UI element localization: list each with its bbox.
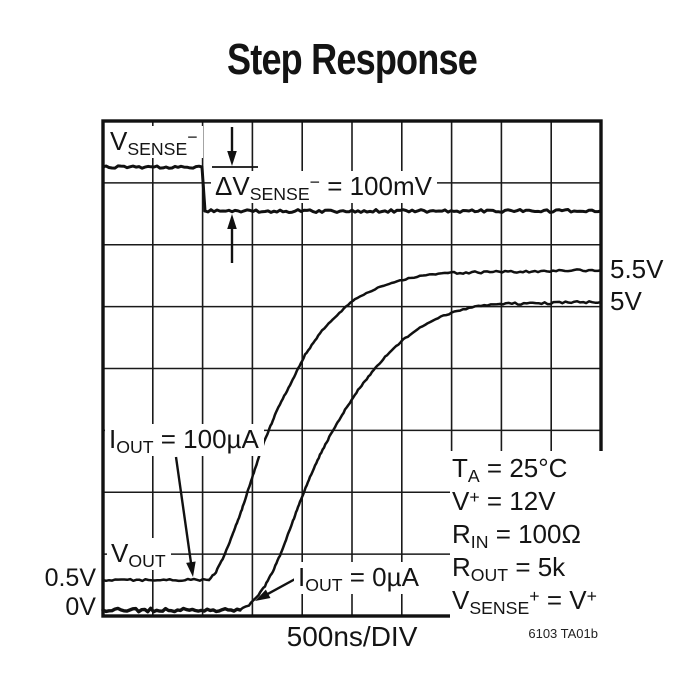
condition-rin: RIN = 100Ω <box>452 519 581 553</box>
delta-vsense-annotation: ΔVSENSE− = 100mV <box>211 171 437 204</box>
plot-border <box>101 119 603 618</box>
y-level-label-5v: 5V <box>610 286 642 316</box>
trace-vout_iout_0uA <box>101 300 603 614</box>
condition-vsense-plus: VSENSE+ = V+ <box>452 585 597 619</box>
y-level-label-5p5v: 5.5V <box>610 254 664 284</box>
y-level-label-0p5v: 0.5V <box>44 564 96 592</box>
chart-title: Step Response <box>227 35 478 84</box>
delta-up-arrow <box>227 214 237 263</box>
condition-ta: TA = 25°C <box>452 453 568 487</box>
y-level-label-0v: 0V <box>65 593 96 621</box>
vout-trace-label: VOUT <box>107 538 171 571</box>
vsense-trace-label: VSENSE− <box>106 126 203 159</box>
measurement-annotations <box>174 127 298 601</box>
test-conditions-block: TA = 25°C V+ = 12V RIN = 100Ω ROUT = 5k … <box>450 451 605 622</box>
iout-100ua-label: IOUT = 100µA <box>105 424 264 457</box>
figure-reference-code: 6103 TA01b <box>528 626 598 641</box>
condition-rout: ROUT = 5k <box>452 552 566 586</box>
x-axis-scale-label: 500ns/DIV <box>286 621 418 652</box>
graticule-grid <box>103 121 601 616</box>
trace-vsense_minus <box>101 164 603 214</box>
iout0-arrow <box>255 576 298 601</box>
condition-vplus: V+ = 12V <box>452 486 556 516</box>
delta-down-arrow <box>227 127 237 166</box>
trace-vout_iout_100uA <box>101 268 603 583</box>
iout-0ua-label: IOUT = 0µA <box>294 562 424 595</box>
iout100-arrow <box>174 456 196 577</box>
